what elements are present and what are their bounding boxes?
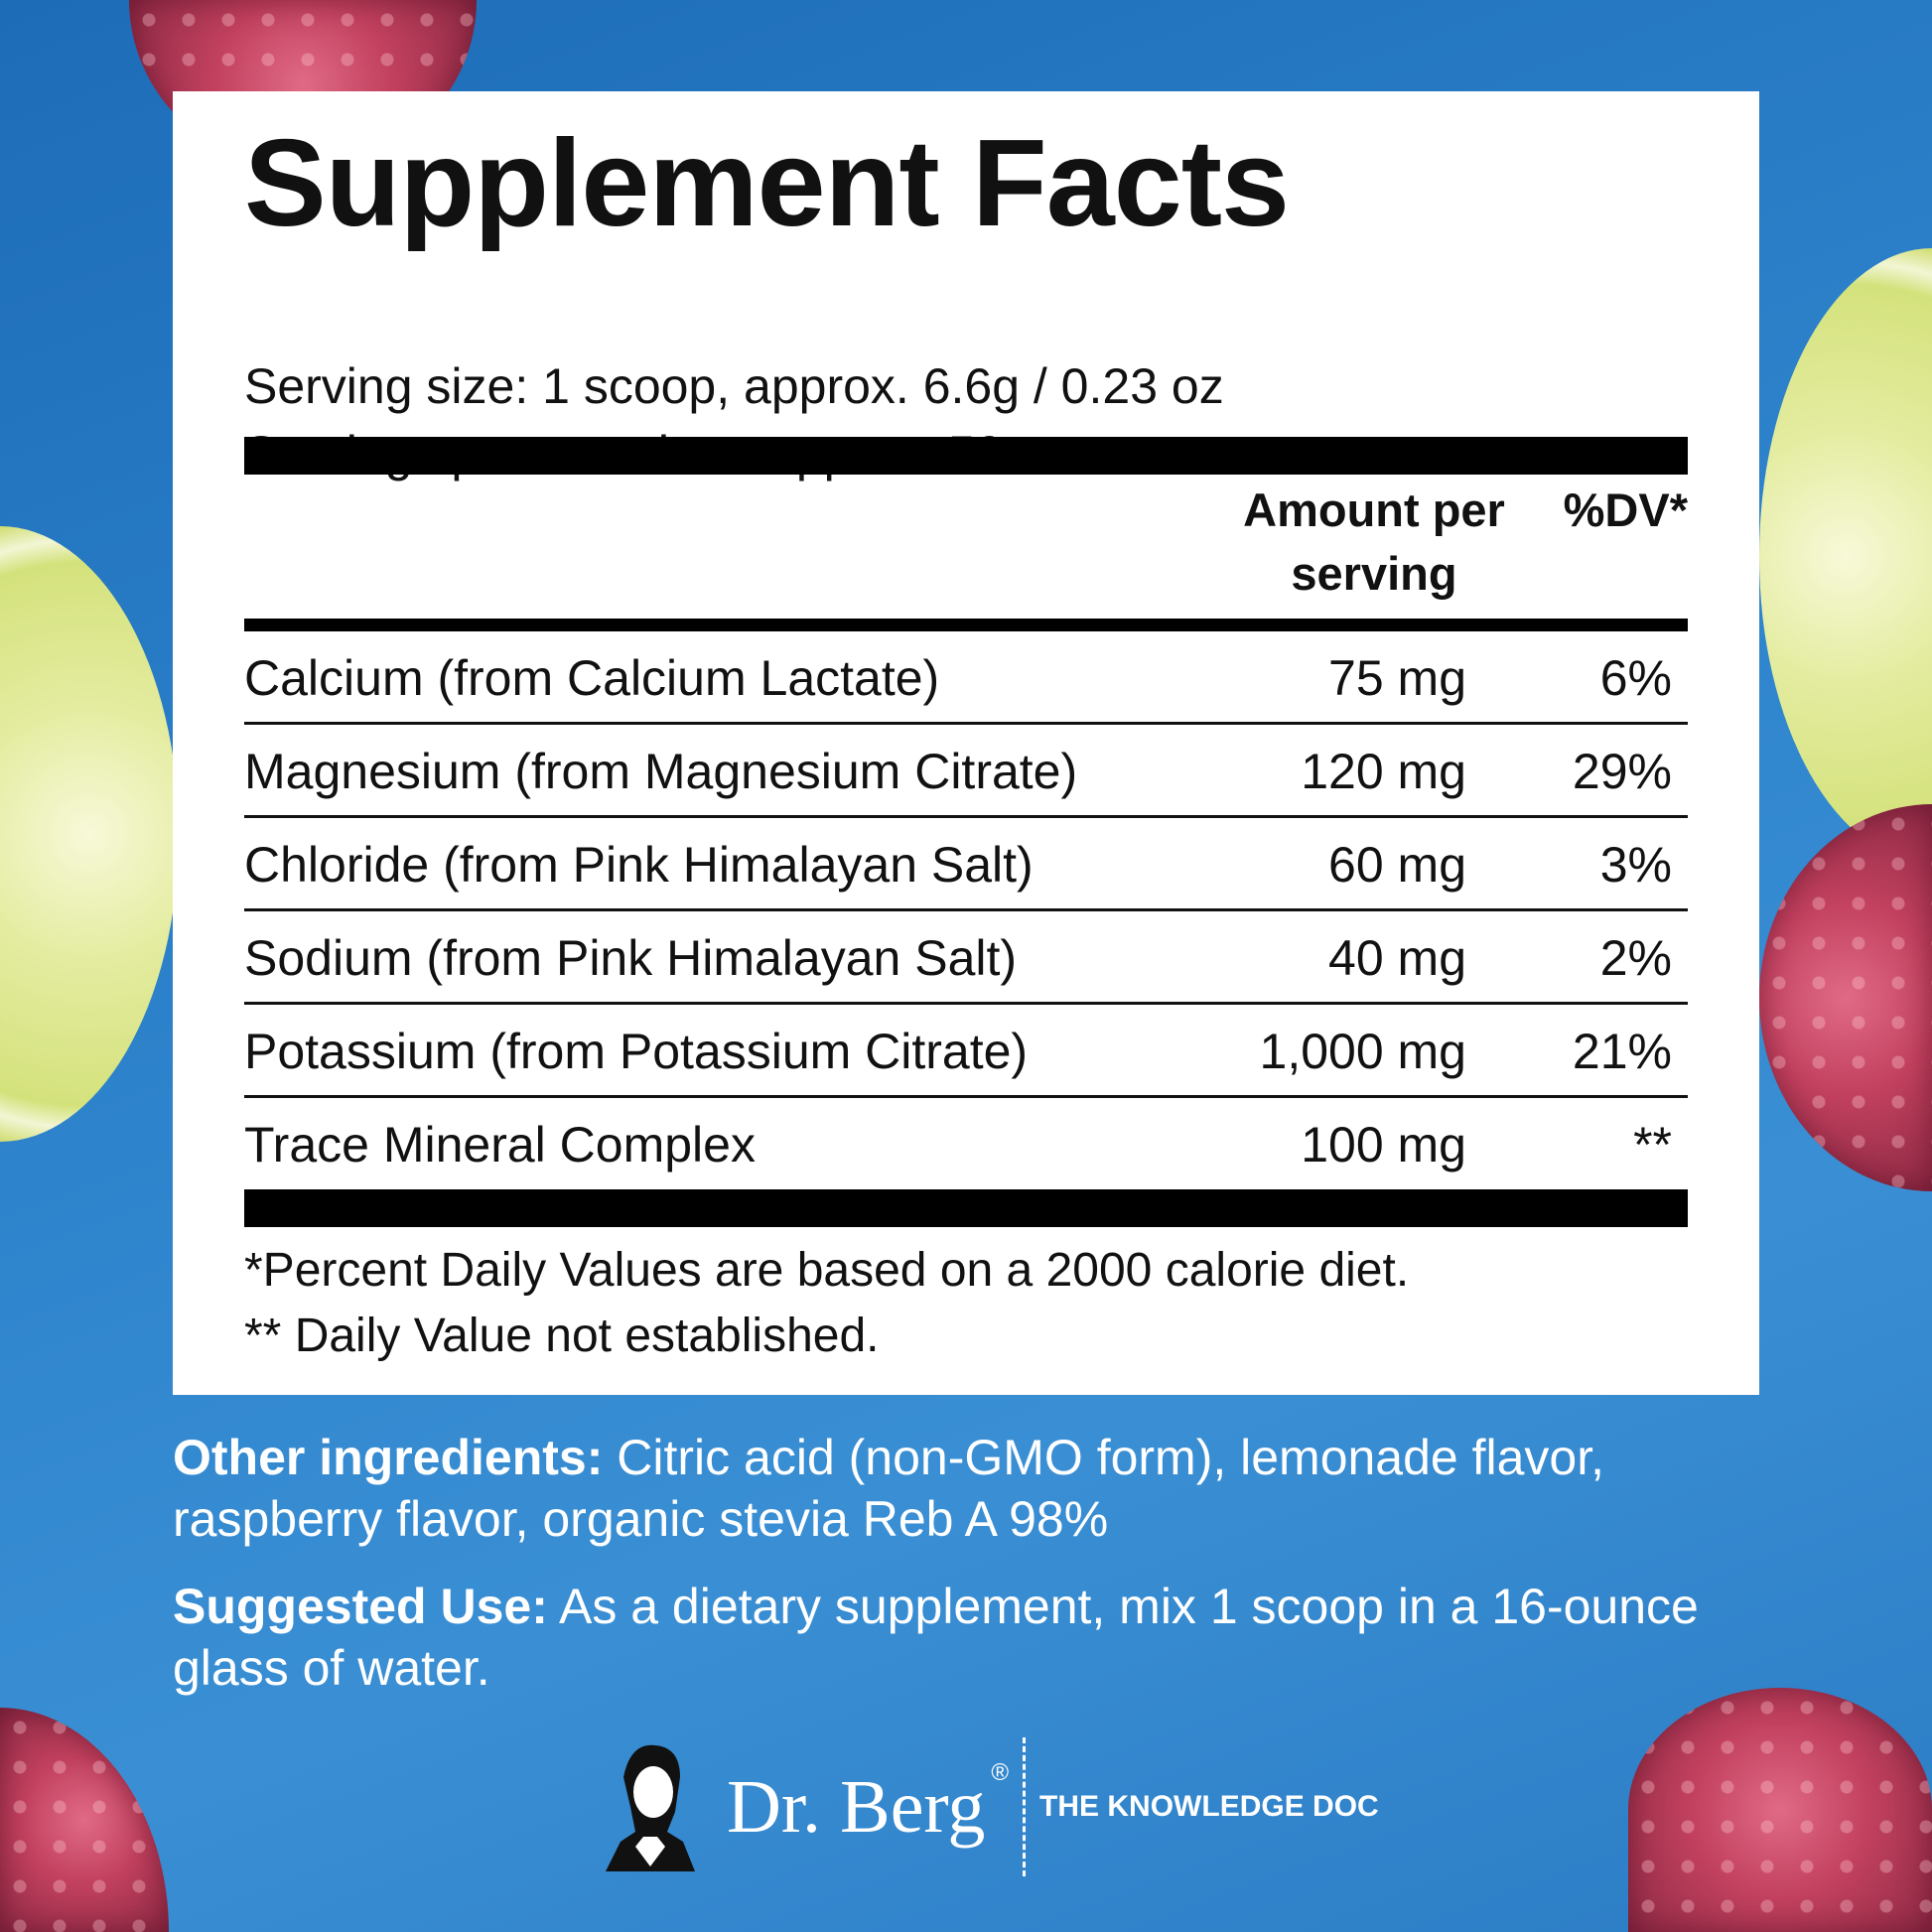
table-row: Calcium (from Calcium Lactate) 75 mg 6% — [244, 631, 1688, 725]
brand-logo: Dr. Berg ® THE KNOWLEDGE DOC — [596, 1737, 1379, 1876]
supplement-facts-panel: Supplement Facts Serving size: 1 scoop, … — [173, 91, 1759, 1395]
amount-header-line1: Amount per — [1243, 483, 1505, 536]
other-ingredients: Other ingredients: Citric acid (non-GMO … — [173, 1427, 1781, 1550]
dv-header: %DV* — [1563, 483, 1688, 536]
suggested-use: Suggested Use: As a dietary supplement, … — [173, 1576, 1781, 1699]
nutrient-amount: 60 mg — [1328, 837, 1466, 893]
registered-mark: ® — [991, 1759, 1010, 1786]
other-ingredients-label: Other ingredients: — [173, 1430, 604, 1485]
table-row: Potassium (from Potassium Citrate) 1,000 … — [244, 1005, 1688, 1098]
nutrient-dv: 29% — [1572, 744, 1672, 799]
brand-name: Dr. Berg — [727, 1764, 986, 1849]
other-ingredients-text: Citric acid (non-GMO form), lemonade fla… — [173, 1430, 1605, 1547]
table-row: Sodium (from Pink Himalayan Salt) 40 mg 2% — [244, 911, 1688, 1005]
page-title: Supplement Facts — [244, 115, 1290, 252]
doctor-portrait-icon — [606, 1744, 695, 1871]
lemon-slice-image — [0, 526, 179, 1142]
raspberry-image — [1628, 1688, 1932, 1932]
divider-thick — [244, 437, 1688, 475]
nutrient-amount: 1,000 mg — [1259, 1024, 1466, 1079]
brand-tagline: THE KNOWLEDGE DOC — [1039, 1790, 1379, 1823]
nutrient-dv: 6% — [1599, 650, 1672, 706]
nutrient-name: Sodium (from Pink Himalayan Salt) — [244, 930, 1018, 986]
table-row: Trace Mineral Complex 100 mg ** — [244, 1098, 1688, 1191]
serving-size: Serving size: 1 scoop, approx. 6.6g / 0.… — [244, 358, 1224, 414]
amount-header: Amount per serving — [1225, 479, 1523, 606]
nutrient-name: Chloride (from Pink Himalayan Salt) — [244, 837, 1034, 893]
raspberry-image — [0, 1708, 169, 1932]
logo-divider — [1023, 1737, 1027, 1876]
divider-thick — [244, 1189, 1688, 1227]
lemon-slice-image — [1759, 248, 1932, 864]
nutrient-amount: 120 mg — [1301, 744, 1466, 799]
divider-medium — [244, 619, 1688, 631]
suggested-use-text: As a dietary supplement, mix 1 scoop in … — [173, 1579, 1699, 1696]
nutrient-amount: 40 mg — [1328, 930, 1466, 986]
nutrient-amount: 75 mg — [1328, 650, 1466, 706]
suggested-use-label: Suggested Use: — [173, 1579, 548, 1634]
nutrient-dv: 3% — [1599, 837, 1672, 893]
raspberry-image — [1759, 804, 1932, 1191]
amount-header-line2: serving — [1291, 547, 1457, 600]
nutrient-dv: 21% — [1572, 1024, 1672, 1079]
nutrient-name: Trace Mineral Complex — [244, 1117, 756, 1173]
nutrient-name: Magnesium (from Magnesium Citrate) — [244, 744, 1078, 799]
nutrient-name: Potassium (from Potassium Citrate) — [244, 1024, 1029, 1079]
nutrient-amount: 100 mg — [1301, 1117, 1466, 1173]
nutrient-dv: ** — [1633, 1117, 1672, 1173]
table-row: Magnesium (from Magnesium Citrate) 120 mg… — [244, 725, 1688, 818]
footnote-dv: *Percent Daily Values are based on a 200… — [244, 1244, 1410, 1297]
nutrient-name: Calcium (from Calcium Lactate) — [244, 650, 940, 706]
table-row: Chloride (from Pink Himalayan Salt) 60 mg… — [244, 818, 1688, 911]
footnote-not-established: ** Daily Value not established. — [244, 1310, 880, 1362]
nutrient-dv: 2% — [1599, 930, 1672, 986]
